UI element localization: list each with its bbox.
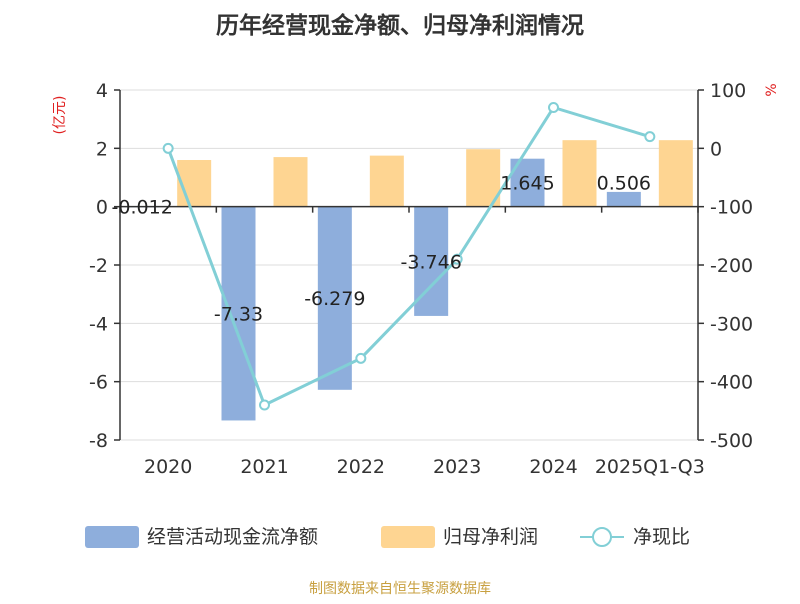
ratio-point [162,142,174,154]
cashflow-data-label: -0.012 [112,197,173,219]
legend-swatch-netprofit [381,526,435,548]
ratio-point [548,102,559,113]
y-left-tick-label: -2 [89,255,108,277]
series-cashflow-bars [125,158,641,421]
y-left-tick-label: 0 [96,197,108,219]
chart-title: 历年经营现金净额、归母净利润情况 [216,12,584,39]
netprofit-bar [369,155,404,207]
y-left-tick-label: -6 [89,372,108,394]
ratio-point [644,131,656,143]
y-right-tick-label: -200 [710,255,753,277]
y-right-tick-label: -100 [710,197,753,219]
axes: 4 2 0 -2 -4 -6 -8 100 0 -100 -200 -300 -400 -500 2020 2… [89,80,753,478]
y-right-tick-label: -400 [710,372,753,394]
netprofit-bar [562,140,597,207]
cashflow-bar [606,191,641,207]
ratio-point [259,399,270,411]
netprofit-bar [273,157,308,207]
cashflow-bar [317,206,352,390]
y-right-tick-label: -300 [710,313,753,335]
legend-label-ratio: 净现比 [633,526,690,548]
netprofit-bar [466,149,501,207]
ratio-line-path [166,105,651,408]
x-tick-label: 2020 [144,456,192,478]
x-tick-label: 2023 [433,456,481,478]
y-left-tick-label: -8 [89,430,108,452]
series-ratio-line [162,102,656,411]
y-right-tick-label: -500 [710,430,753,452]
legend-swatch-ratio-marker [592,527,612,547]
cashflow-data-label: -7.33 [214,304,263,326]
legend: 经营活动现金流净额 归母净利润 净现比 [85,526,690,548]
cashflow-data-label: 1.645 [500,173,554,195]
legend-label-netprofit: 归母净利润 [443,526,538,548]
y-left-tick-label: -4 [89,313,108,335]
bar-data-labels: -0.012 -7.33 -6.279 -3.746 1.645 0.506 [112,173,651,326]
y-right-tick-label: 100 [710,80,746,102]
series-netprofit-bars [177,140,693,207]
source-note: 制图数据来自恒生聚源数据库 [309,581,491,597]
ratio-point [355,352,367,364]
x-tick-label: 2022 [337,456,385,478]
x-tick-label: 2021 [240,456,288,478]
cashflow-data-label: -3.746 [401,251,462,273]
legend-label-cashflow: 经营活动现金流净额 [147,526,318,548]
y-right-tick-label: 0 [710,138,722,160]
cashflow-data-label: -6.279 [304,288,365,310]
y-axis-right-label: % [764,83,780,96]
legend-swatch-cashflow [85,526,139,548]
y-left-tick-label: 4 [96,80,108,102]
x-tick-label: 2024 [529,456,577,478]
netprofit-bar [658,140,693,207]
cashflow-data-label: 0.506 [597,173,651,195]
cashflow-bar [221,206,256,421]
y-left-tick-label: 2 [96,138,108,160]
y-axis-left-label: (亿元) [52,96,68,135]
x-tick-label: 2025Q1-Q3 [595,456,705,478]
ratio-point [451,253,463,265]
